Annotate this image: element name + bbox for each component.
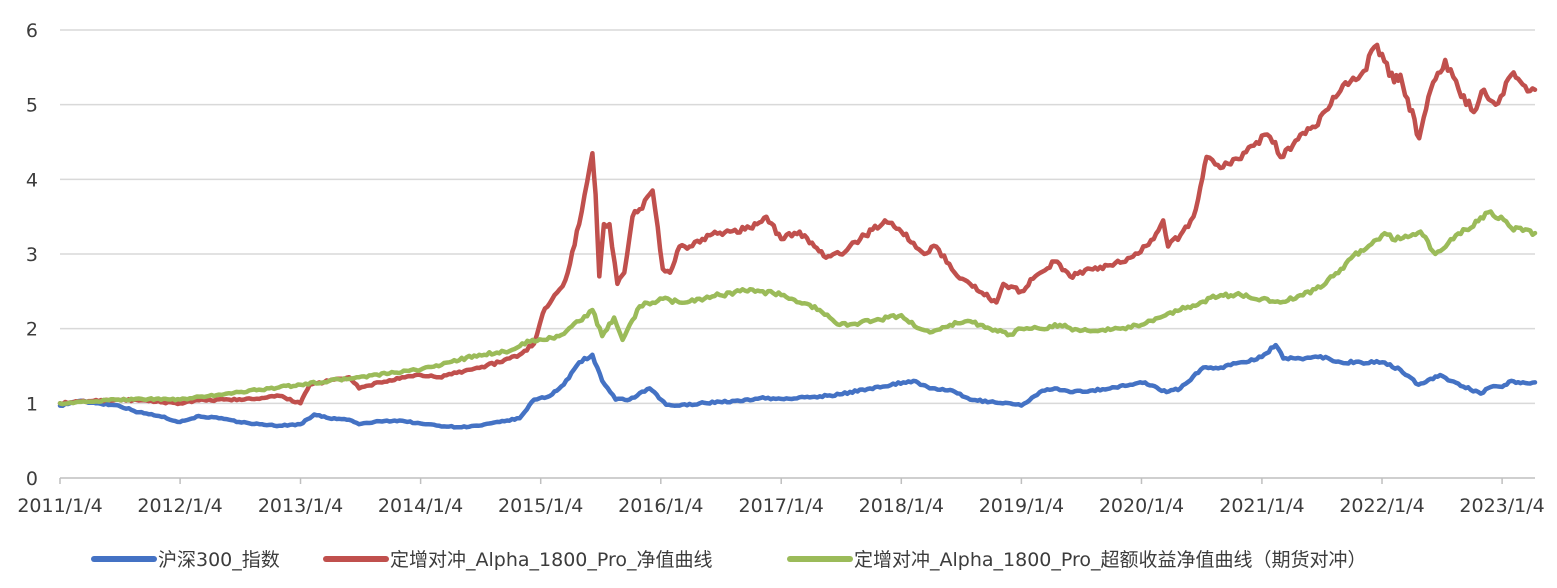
legend-label-0: 沪深300_指数 [158,549,280,571]
x-tick-label-3: 2014/1/4 [378,495,463,517]
grid-lines [60,29,1535,405]
legend-label-2: 定增对冲_Alpha_1800_Pro_超额收益净值曲线（期货对冲） [854,549,1367,571]
x-tick-label-11: 2022/1/4 [1339,495,1424,517]
series-line-0 [57,342,1538,430]
legend-label-1: 定增对冲_Alpha_1800_Pro_净值曲线 [390,549,713,571]
x-tick-label-1: 2012/1/4 [137,495,222,517]
series-line-1 [57,42,1538,407]
y-tick-label-2: 2 [26,319,38,341]
y-axis-tick-labels: 0 1 2 3 4 5 6 [26,20,38,490]
x-tick-label-8: 2019/1/4 [979,495,1064,517]
x-axis-tick-labels: 2011/1/4 2012/1/4 2013/1/4 2014/1/4 2015/1/4… [17,478,1545,517]
y-tick-label-4: 4 [26,169,38,191]
y-tick-label-5: 5 [26,95,38,117]
y-tick-label-1: 1 [26,393,38,415]
y-tick-label-6: 6 [26,20,38,42]
x-tick-label-4: 2015/1/4 [498,495,583,517]
series-line-2 [57,209,1538,407]
x-tick-label-6: 2017/1/4 [739,495,824,517]
y-tick-label-0: 0 [26,468,38,490]
x-tick-label-5: 2016/1/4 [618,495,703,517]
x-tick-label-9: 2020/1/4 [1099,495,1184,517]
y-tick-label-3: 3 [26,244,38,266]
x-tick-label-0: 2011/1/4 [17,495,102,517]
series-lines [57,42,1538,430]
x-tick-label-2: 2013/1/4 [258,495,343,517]
x-tick-label-7: 2018/1/4 [859,495,944,517]
x-tick-label-10: 2021/1/4 [1219,495,1304,517]
legend: 沪深300_指数 定增对冲_Alpha_1800_Pro_净值曲线 定增对冲_Alp… [91,549,1367,571]
x-tick-label-12: 2023/1/4 [1459,495,1544,517]
